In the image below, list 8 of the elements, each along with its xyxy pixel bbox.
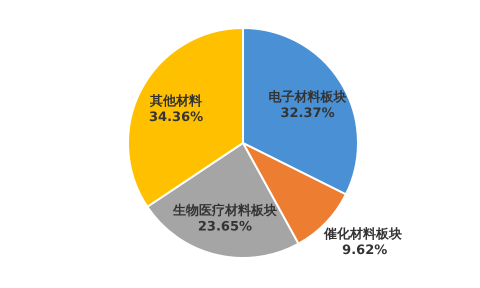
data-label: 9.62%	[342, 243, 388, 258]
data-label: 34.36%	[149, 110, 204, 126]
slice-label: 电子材料板块	[268, 90, 347, 106]
data-label: 23.65%	[198, 220, 252, 235]
slice-label: 其他材料	[149, 94, 202, 110]
slice-label: 催化材料板块	[323, 227, 402, 242]
slice-label: 生物医疗材料板块	[172, 202, 277, 219]
data-label: 32.37%	[280, 106, 335, 122]
